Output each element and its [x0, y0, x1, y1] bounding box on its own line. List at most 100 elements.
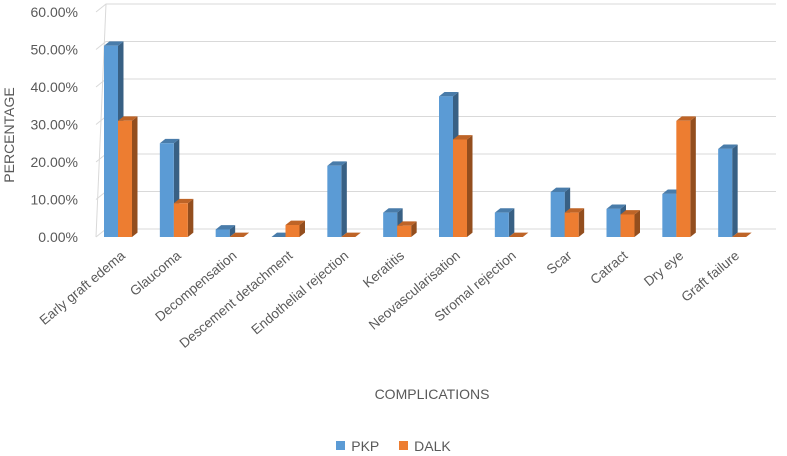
bar-dalk-6: [397, 221, 417, 237]
legend-label-pkp: PKP: [351, 437, 380, 454]
gridline: [95, 41, 776, 50]
bar-front: [620, 214, 635, 237]
bar-side: [341, 161, 347, 237]
bar-pkp-1: [104, 41, 124, 237]
bar-top: [383, 208, 403, 213]
bars: [104, 41, 752, 237]
legend-swatch-pkp: [336, 441, 346, 450]
bar-dalk-9: [564, 208, 585, 237]
bar-top: [732, 232, 752, 237]
bar-side: [299, 220, 305, 237]
bar-top: [494, 208, 515, 213]
bar-side: [229, 225, 236, 237]
bar-top: [173, 198, 194, 204]
gridline: [95, 3, 776, 13]
bar-side: [508, 208, 515, 237]
x-tick-label: Early graft edema: [37, 247, 129, 327]
bar-top: [327, 161, 347, 166]
legend-item-dalk: DALK: [399, 438, 451, 454]
bar-dalk-11: [676, 116, 696, 237]
bar-front: [439, 96, 453, 237]
x-tick-label: Scar: [544, 247, 575, 277]
y-tick-label: 30.00%: [31, 117, 78, 133]
bar-top: [620, 210, 640, 215]
bar-dalk-12: [732, 232, 752, 237]
bar-front: [662, 193, 677, 237]
x-tick-label: Glaucoma: [127, 247, 184, 298]
bar-top: [508, 232, 529, 237]
bar-top: [229, 232, 250, 237]
bar-dalk-2: [173, 198, 194, 237]
bar-top: [104, 41, 124, 46]
bar-front: [159, 143, 174, 237]
bar-front: [104, 45, 118, 237]
bar-front: [215, 229, 230, 237]
bar-top: [606, 204, 626, 209]
bar-pkp-6: [383, 208, 403, 237]
bar-front: [327, 165, 342, 237]
bar-side: [132, 116, 138, 237]
bar-top: [285, 220, 305, 225]
y-tick-label: 50.00%: [31, 42, 78, 58]
bar-dalk-7: [453, 135, 473, 237]
gridline: [95, 153, 776, 163]
bar-dalk-4: [285, 220, 305, 237]
bar-dalk-1: [118, 116, 138, 237]
x-tick-label: Graft failure: [678, 248, 742, 305]
bar-top: [159, 138, 180, 144]
bar-front: [173, 203, 188, 237]
bar-side: [690, 116, 696, 237]
bar-front: [285, 225, 300, 237]
bar-dalk-8: [508, 232, 529, 237]
x-tick-label: Neovascularisation: [366, 248, 463, 333]
bar-top: [439, 91, 459, 97]
y-axis-ticks: 0.00% 10.00% 20.00% 30.00% 40.00% 50.00% 60.00…: [31, 4, 78, 245]
bar-side: [467, 135, 473, 237]
bar-front: [453, 139, 467, 237]
bar-top: [718, 144, 738, 149]
legend: PKP DALK: [0, 437, 787, 454]
bar-front: [718, 148, 733, 237]
bar-dalk-3: [229, 232, 250, 237]
bar-side: [732, 144, 738, 237]
legend-item-pkp: PKP: [336, 438, 379, 454]
x-tick-label: Descement detachment: [177, 248, 296, 351]
x-tick-label: Catract: [587, 248, 630, 288]
gridline: [95, 116, 776, 125]
bar-front: [564, 212, 579, 237]
bar-pkp-3: [215, 225, 236, 237]
bar-front: [383, 212, 398, 237]
bar-pkp-8: [494, 208, 515, 237]
bar-top: [564, 208, 585, 213]
x-tick-label: Endothelial rejection: [248, 248, 351, 338]
bar-top: [341, 232, 361, 237]
bar-pkp-5: [327, 161, 347, 237]
y-tick-label: 40.00%: [31, 79, 78, 95]
bar-front: [606, 208, 621, 237]
bar-side: [634, 210, 640, 237]
legend-label-dalk: DALK: [414, 437, 451, 454]
bar-side: [578, 208, 585, 237]
bar-top: [676, 116, 696, 121]
legend-swatch-dalk: [399, 441, 409, 450]
gridline: [95, 78, 776, 88]
y-tick-label: 60.00%: [31, 4, 78, 20]
bar-top: [215, 225, 236, 230]
y-tick-label: 10.00%: [31, 192, 78, 208]
y-axis-title: PERCENTAGE: [1, 87, 17, 182]
x-axis-title: COMPLICATIONS: [375, 386, 490, 402]
bar-front: [118, 120, 132, 237]
bar-top: [118, 116, 138, 121]
bar-front: [676, 120, 691, 237]
bar-top: [550, 187, 571, 192]
bar-top: [453, 135, 473, 140]
bar-front: [397, 225, 412, 237]
x-tick-label: Dry eye: [641, 248, 686, 289]
bar-dalk-5: [341, 232, 361, 237]
bar-front: [494, 212, 509, 237]
bar-pkp-12: [718, 144, 738, 237]
bar-side: [187, 198, 194, 237]
x-tick-label: Keratitis: [360, 248, 407, 291]
bar-front: [550, 192, 565, 237]
